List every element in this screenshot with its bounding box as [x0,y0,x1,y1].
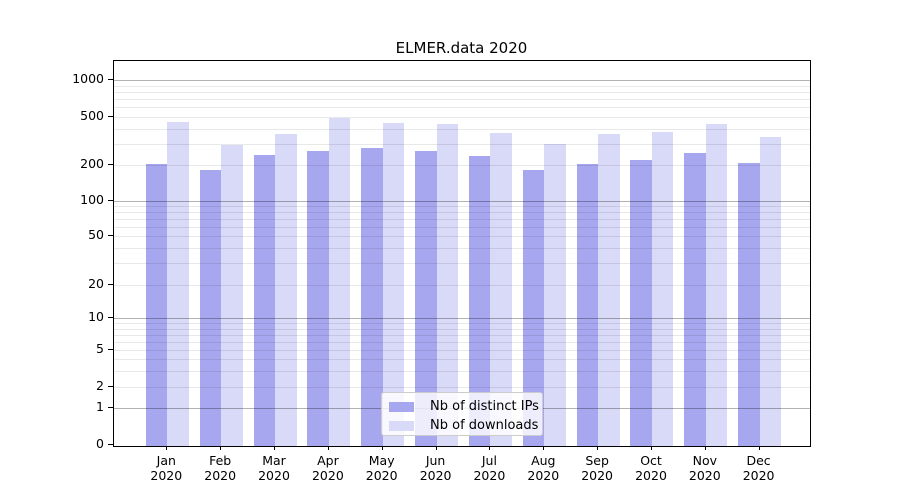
bar-downloads-jul [490,132,512,446]
x-tick-label-oct: Oct 2020 [635,453,667,483]
bar-downloads-apr [328,118,351,446]
bar-downloads-nov [705,124,728,446]
gridline-minor-700 [114,98,810,100]
y-tick-mark-0 [108,444,113,445]
x-tick-mark-jul [489,446,491,450]
y-tick-mark-1 [108,406,113,408]
x-tick-label-apr: Apr 2020 [311,453,344,483]
bar-downloads-dec [759,137,782,446]
bar-downloads-sep [598,134,620,446]
y-tick-label-10: 10 [88,309,104,325]
x-tick-label-mar: Mar 2020 [258,453,290,483]
bar-distinct-ips-jul [468,156,491,446]
gridline-minor-600 [114,107,810,108]
legend-swatch-downloads [389,420,414,432]
x-tick-label-jan: Jan 2020 [150,453,183,483]
bar-distinct-ips-feb [199,170,222,446]
bar-downloads-oct [651,131,674,446]
x-tick-mark-mar [274,446,275,450]
x-tick-label-dec: Dec 2020 [742,453,775,483]
plot-area [113,60,811,447]
x-tick-label-jun: Jun 2020 [419,453,452,483]
y-tick-label-1: 1 [96,398,104,414]
y-tick-mark-100 [108,200,113,201]
bar-downloads-jan [167,122,189,446]
bar-distinct-ips-aug [522,169,545,446]
bar-distinct-ips-sep [576,163,599,446]
x-tick-mark-feb [220,446,222,450]
bar-downloads-aug [544,144,566,446]
x-tick-mark-jun [435,446,437,450]
y-tick-label-200: 200 [80,156,104,172]
y-tick-label-20: 20 [88,276,104,291]
x-tick-label-feb: Feb 2020 [204,453,237,483]
y-tick-label-500: 500 [80,107,104,123]
x-tick-label-jul: Jul 2020 [473,453,506,483]
y-tick-mark-5 [108,349,113,351]
x-tick-mark-oct [651,446,652,450]
y-tick-mark-2 [108,386,113,387]
y-tick-label-0: 0 [96,436,104,451]
gridline-minor-900 [114,85,810,87]
bar-downloads-jun [436,124,459,446]
legend-swatch-distinct-ips [389,401,414,413]
x-tick-mark-apr [327,446,329,450]
x-tick-mark-dec [758,446,760,450]
bar-distinct-ips-oct [630,159,652,446]
y-tick-label-5: 5 [96,341,104,357]
gridline-minor-500 [114,116,810,118]
legend-item-distinct-ips: Nb of distinct IPs [389,398,539,416]
x-tick-mark-aug [543,446,545,450]
y-tick-mark-1000 [108,79,113,80]
legend-label-downloads: Nb of downloads [430,418,539,433]
bar-distinct-ips-dec [738,162,760,446]
bar-distinct-ips-apr [307,151,329,446]
bar-distinct-ips-nov [684,153,706,446]
x-tick-mark-may [381,446,383,450]
x-tick-label-aug: Aug 2020 [527,453,560,483]
bar-distinct-ips-may [361,148,383,446]
y-tick-label-1000: 1000 [72,71,104,86]
legend: Nb of distinct IPs Nb of downloads [381,392,543,436]
y-tick-mark-500 [108,115,113,117]
bar-distinct-ips-jan [145,163,168,446]
y-tick-mark-200 [108,164,113,166]
bar-distinct-ips-jun [415,151,437,446]
x-tick-mark-nov [704,446,706,450]
y-tick-label-50: 50 [88,227,104,242]
x-tick-mark-jan [166,446,168,450]
chart-title: ELMER.data 2020 [395,39,528,57]
x-tick-mark-sep [597,446,599,450]
bar-distinct-ips-mar [253,154,275,446]
y-tick-mark-20 [108,284,113,285]
legend-label-distinct-ips: Nb of distinct IPs [430,399,539,414]
y-tick-mark-10 [108,317,113,319]
y-tick-label-100: 100 [80,192,104,207]
y-tick-label-2: 2 [96,378,104,393]
legend-item-downloads: Nb of downloads [389,417,538,435]
bar-downloads-mar [275,133,297,446]
gridline-major-1000 [114,80,810,81]
x-tick-label-may: May 2020 [365,453,398,483]
y-tick-mark-50 [108,235,113,236]
gridline-minor-800 [114,91,810,93]
bar-downloads-feb [221,145,243,446]
x-tick-label-nov: Nov 2020 [688,453,721,483]
x-tick-label-sep: Sep 2020 [581,453,613,483]
bar-downloads-may [382,123,405,446]
